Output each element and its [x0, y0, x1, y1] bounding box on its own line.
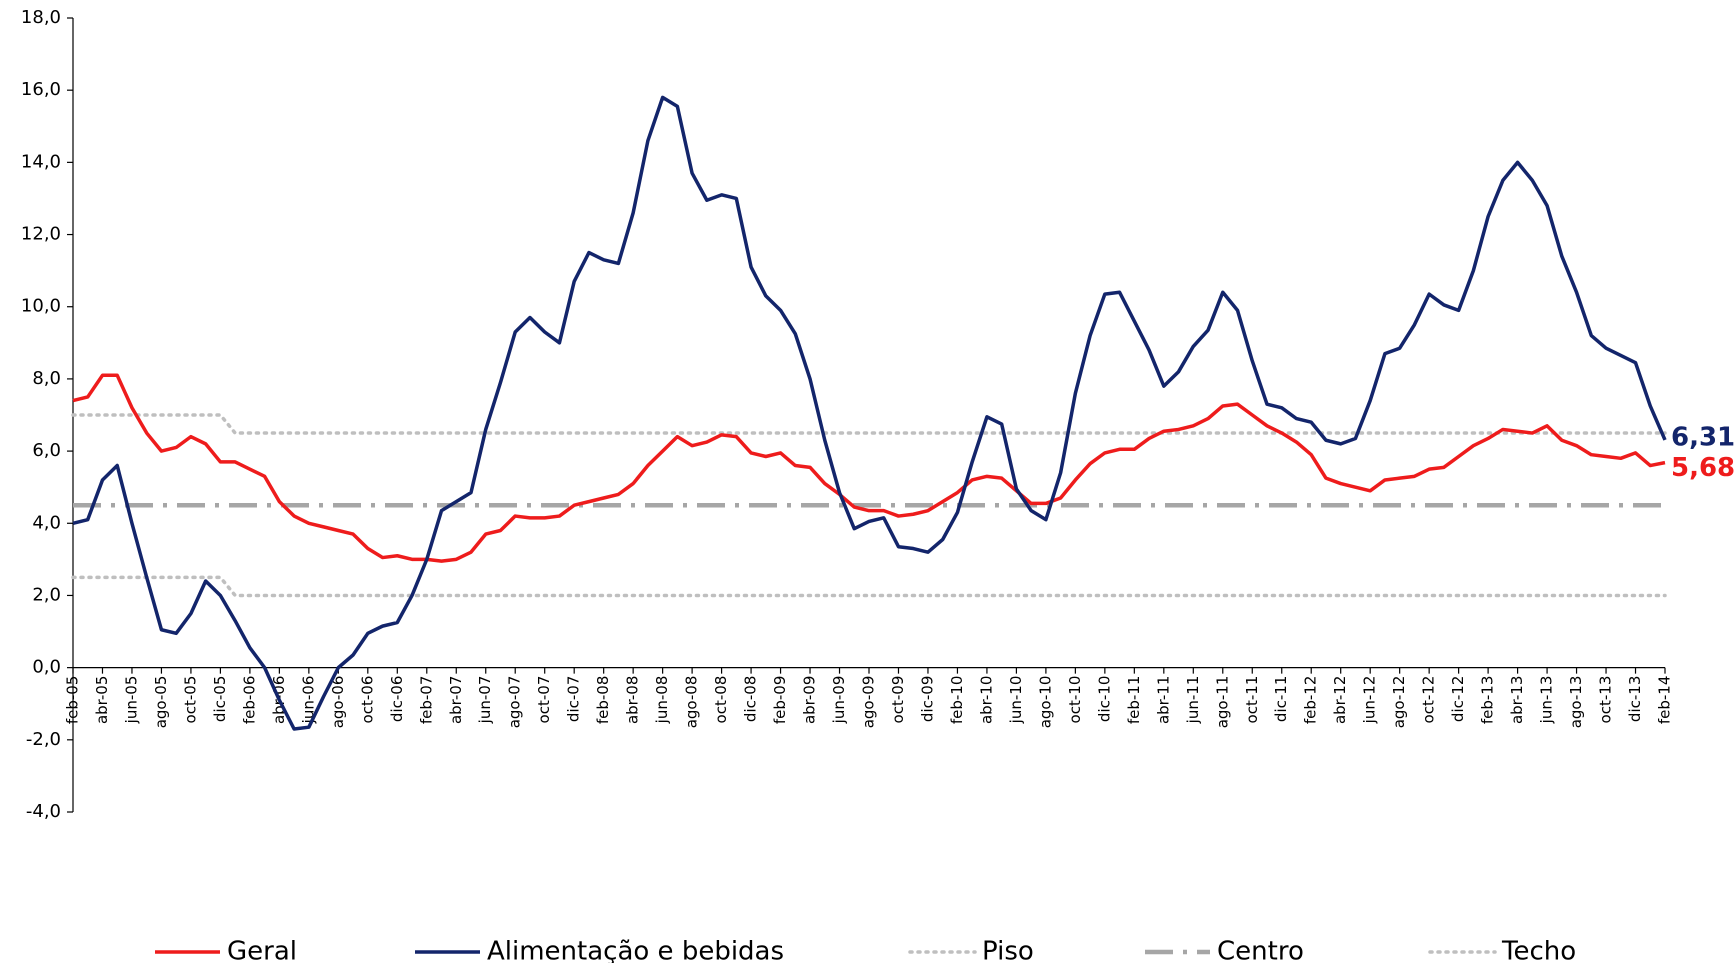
- x-tick-label: feb-09: [771, 676, 789, 725]
- x-tick-label: feb-05: [64, 676, 82, 725]
- x-tick-label: oct-07: [535, 676, 553, 724]
- x-tick-label: ago-13: [1567, 676, 1585, 729]
- x-tick-label: ago-07: [506, 676, 524, 729]
- x-tick-label: jun-06: [299, 676, 317, 725]
- series-line: [72, 373, 1666, 563]
- y-tick-label: 2,0: [32, 584, 61, 605]
- x-tick-label: dic-07: [565, 676, 583, 722]
- x-tick-label: jun-08: [653, 676, 671, 725]
- x-tick-label: jun-10: [1007, 676, 1025, 725]
- x-tick-label: ago-05: [152, 676, 170, 729]
- x-tick-label: jun-11: [1184, 676, 1202, 725]
- x-tick-label: ago-08: [683, 676, 701, 729]
- x-tick-label: abr-10: [977, 676, 995, 724]
- y-tick-label: 0,0: [32, 657, 61, 678]
- x-tick-label: feb-14: [1656, 676, 1674, 725]
- x-tick-label: dic-09: [918, 676, 936, 722]
- legend-label: Piso: [982, 937, 1034, 963]
- y-tick-label: 12,0: [21, 224, 61, 245]
- end-value-label: 6,31: [1671, 422, 1735, 452]
- x-tick-label: dic-11: [1272, 676, 1290, 722]
- x-tick-label: oct-13: [1597, 676, 1615, 724]
- x-tick-label: oct-11: [1243, 676, 1261, 724]
- x-tick-label: abr-08: [624, 676, 642, 724]
- x-tick-label: jun-13: [1538, 676, 1556, 725]
- x-tick-label: dic-06: [388, 676, 406, 722]
- series-line: [71, 575, 1667, 598]
- y-tick-label: -4,0: [26, 801, 61, 822]
- series-line: [72, 95, 1667, 731]
- x-tick-label: feb-07: [417, 676, 435, 725]
- y-tick-label: 6,0: [32, 440, 61, 461]
- x-tick-label: ago-10: [1036, 676, 1054, 729]
- x-tick-label: jun-09: [830, 676, 848, 725]
- x-tick-label: feb-08: [594, 676, 612, 725]
- legend-label: Geral: [227, 937, 297, 963]
- x-tick-label: abr-12: [1331, 676, 1349, 724]
- x-tick-label: jun-12: [1361, 676, 1379, 725]
- end-value-label: 5,68: [1671, 453, 1735, 483]
- x-tick-label: ago-11: [1213, 676, 1231, 729]
- x-tick-label: oct-06: [358, 676, 376, 724]
- x-tick-label: feb-06: [240, 676, 258, 725]
- x-tick-label: abr-11: [1154, 676, 1172, 724]
- legend-label: Centro: [1217, 937, 1304, 963]
- series-line: [71, 413, 1667, 435]
- x-tick-label: oct-10: [1066, 676, 1084, 724]
- y-tick-label: 18,0: [21, 7, 61, 28]
- x-tick-label: oct-09: [889, 676, 907, 724]
- x-tick-label: ago-09: [860, 676, 878, 729]
- legend-label: Alimentação e bebidas: [487, 937, 784, 963]
- x-tick-label: dic-12: [1449, 676, 1467, 722]
- x-tick-label: oct-05: [181, 676, 199, 724]
- y-tick-label: 8,0: [32, 368, 61, 389]
- x-tick-label: abr-05: [93, 676, 111, 724]
- x-tick-label: ago-06: [329, 676, 347, 729]
- x-tick-label: feb-11: [1125, 676, 1143, 725]
- x-tick-label: jun-05: [122, 676, 140, 725]
- legend-label: Techo: [1501, 937, 1576, 963]
- x-tick-label: abr-13: [1508, 676, 1526, 724]
- x-tick-label: dic-10: [1095, 676, 1113, 722]
- y-tick-label: 16,0: [21, 79, 61, 100]
- y-tick-label: 10,0: [21, 296, 61, 317]
- x-tick-label: dic-05: [211, 676, 229, 722]
- x-tick-label: ago-12: [1390, 676, 1408, 729]
- x-tick-label: abr-07: [447, 676, 465, 724]
- x-tick-label: dic-08: [742, 676, 760, 722]
- x-tick-label: jun-07: [476, 676, 494, 725]
- y-tick-label: 14,0: [21, 151, 61, 172]
- x-tick-label: oct-12: [1420, 676, 1438, 724]
- x-tick-label: oct-08: [712, 676, 730, 724]
- y-tick-label: -2,0: [26, 729, 61, 750]
- x-tick-label: abr-09: [801, 676, 819, 724]
- y-tick-label: 4,0: [32, 512, 61, 533]
- x-tick-label: dic-13: [1626, 676, 1644, 722]
- x-tick-label: feb-10: [948, 676, 966, 725]
- x-tick-label: feb-12: [1302, 676, 1320, 725]
- x-tick-label: feb-13: [1479, 676, 1497, 725]
